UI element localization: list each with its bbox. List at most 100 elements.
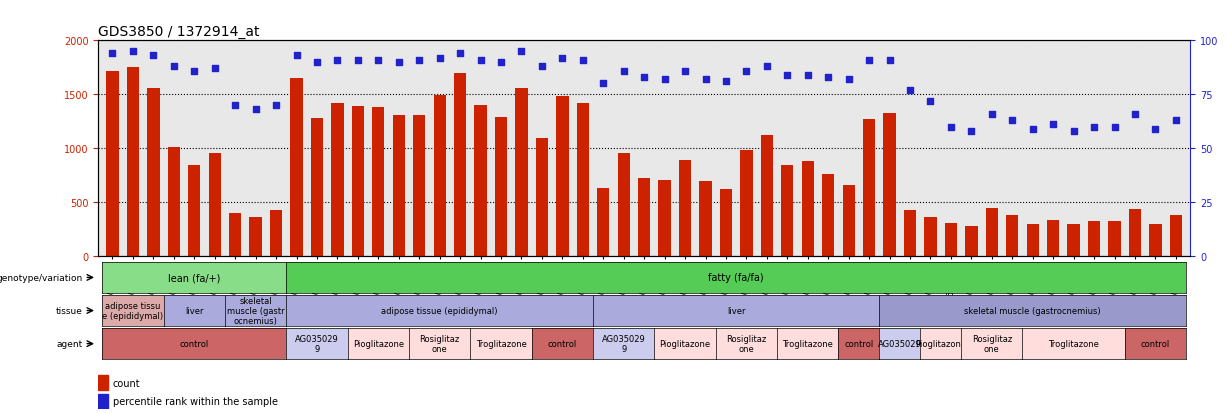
Bar: [536, 139, 548, 256]
Point: [471, 57, 491, 64]
Text: count: count: [113, 378, 141, 388]
Point: [389, 59, 409, 66]
Text: Troglitazone: Troglitazone: [476, 339, 526, 348]
Bar: [209, 154, 221, 256]
Text: AG035029: AG035029: [879, 339, 921, 348]
Bar: [1169, 215, 1182, 256]
Bar: [310, 119, 323, 256]
Bar: [331, 104, 344, 256]
Text: Pioglitazone: Pioglitazone: [915, 339, 966, 348]
Text: AG035029
9: AG035029 9: [602, 334, 645, 354]
Point: [573, 57, 593, 64]
Bar: [413, 115, 426, 256]
Bar: [291, 79, 303, 256]
Text: adipose tissu
e (epididymal): adipose tissu e (epididymal): [102, 301, 163, 320]
Point: [880, 57, 899, 64]
Point: [757, 64, 777, 70]
Bar: [372, 108, 384, 256]
Bar: [843, 185, 855, 256]
Bar: [98, 394, 108, 409]
Point: [266, 102, 286, 109]
Bar: [270, 211, 282, 256]
Bar: [147, 88, 160, 256]
Text: genotype/variation: genotype/variation: [0, 273, 82, 282]
Point: [287, 53, 307, 59]
Text: Pioglitazone: Pioglitazone: [659, 339, 710, 348]
Text: AG035029
9: AG035029 9: [296, 334, 339, 354]
Point: [614, 68, 633, 75]
Text: percentile rank within the sample: percentile rank within the sample: [113, 396, 277, 406]
Text: skeletal
muscle (gastr
ocnemius): skeletal muscle (gastr ocnemius): [227, 296, 285, 325]
Point: [164, 64, 184, 70]
Bar: [229, 213, 242, 256]
Bar: [1006, 215, 1018, 256]
Bar: [945, 224, 957, 256]
Bar: [1027, 225, 1039, 256]
Text: GDS3850 / 1372914_at: GDS3850 / 1372914_at: [98, 25, 260, 39]
Bar: [924, 217, 936, 256]
Point: [901, 88, 920, 94]
Point: [1125, 111, 1145, 118]
Point: [675, 68, 694, 75]
Bar: [782, 166, 794, 256]
Point: [818, 74, 838, 81]
Bar: [801, 161, 814, 256]
Text: control: control: [1141, 339, 1171, 348]
Point: [1146, 126, 1166, 133]
Point: [1166, 117, 1185, 124]
Point: [634, 74, 654, 81]
Bar: [761, 136, 773, 256]
Point: [184, 68, 204, 75]
Text: control: control: [844, 339, 874, 348]
Bar: [107, 71, 119, 256]
Point: [245, 107, 265, 113]
Text: agent: agent: [56, 339, 82, 348]
Point: [736, 68, 756, 75]
Point: [429, 55, 449, 62]
Point: [1023, 126, 1043, 133]
Point: [450, 51, 470, 57]
Text: Rosiglitaz
one: Rosiglitaz one: [726, 334, 767, 354]
Point: [1043, 122, 1063, 128]
Bar: [188, 166, 200, 256]
Point: [410, 57, 429, 64]
Point: [533, 64, 552, 70]
Point: [491, 59, 510, 66]
Point: [348, 57, 368, 64]
Bar: [598, 188, 610, 256]
Text: Troglitazone: Troglitazone: [1048, 339, 1099, 348]
Bar: [98, 375, 108, 390]
Text: control: control: [547, 339, 577, 348]
Point: [103, 51, 123, 57]
Point: [368, 57, 388, 64]
Point: [144, 53, 163, 59]
Point: [594, 81, 614, 88]
Bar: [699, 182, 712, 256]
Bar: [638, 179, 650, 256]
Bar: [720, 190, 733, 256]
Bar: [1067, 225, 1080, 256]
Point: [920, 98, 940, 105]
Point: [962, 128, 982, 135]
Bar: [659, 181, 671, 256]
Point: [798, 72, 817, 79]
Point: [328, 57, 347, 64]
Bar: [1150, 225, 1162, 256]
Point: [1104, 124, 1124, 131]
Text: adipose tissue (epididymal): adipose tissue (epididymal): [382, 306, 498, 315]
Bar: [393, 115, 405, 256]
Bar: [494, 118, 507, 256]
Point: [1002, 117, 1022, 124]
Point: [205, 66, 225, 73]
Bar: [1047, 221, 1059, 256]
Text: Rosiglitaz
one: Rosiglitaz one: [420, 334, 460, 354]
Bar: [433, 96, 445, 256]
Bar: [556, 97, 568, 256]
Bar: [740, 151, 752, 256]
Bar: [1088, 222, 1101, 256]
Point: [552, 55, 572, 62]
Point: [655, 77, 675, 83]
Text: liver: liver: [185, 306, 204, 315]
Text: Rosiglitaz
one: Rosiglitaz one: [972, 334, 1012, 354]
Bar: [515, 88, 528, 256]
